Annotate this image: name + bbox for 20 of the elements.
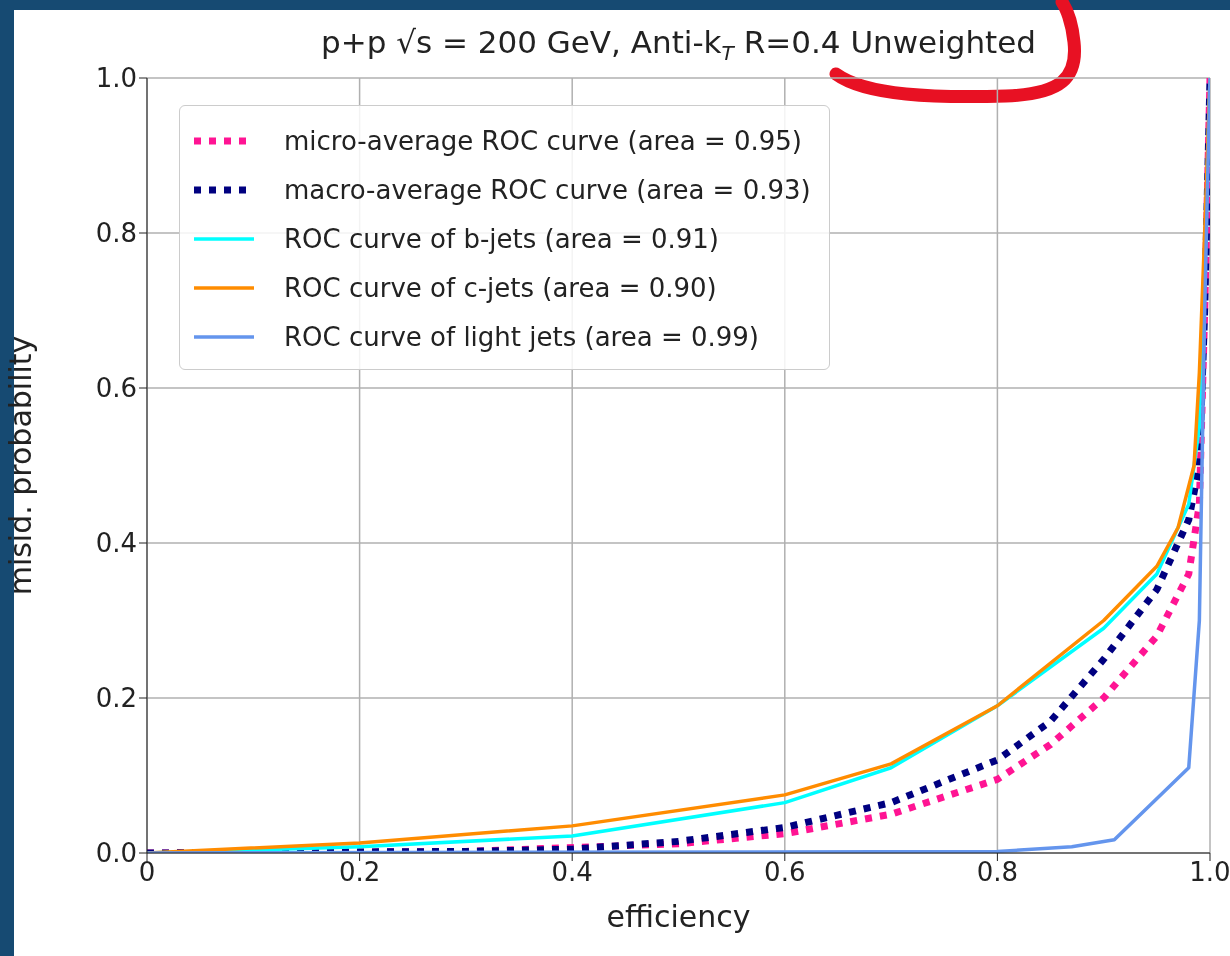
legend-label: ROC curve of b-jets (area = 0.91) bbox=[284, 223, 719, 254]
legend-label: micro-average ROC curve (area = 0.95) bbox=[284, 125, 802, 156]
legend-label: macro-average ROC curve (area = 0.93) bbox=[284, 174, 811, 205]
y-tick-label: 0.8 bbox=[95, 218, 137, 249]
y-tick-label: 0.4 bbox=[95, 528, 137, 559]
legend-label: ROC curve of light jets (area = 0.99) bbox=[284, 321, 759, 352]
y-tick-label: 0.0 bbox=[95, 838, 137, 869]
x-tick-label: 0.2 bbox=[338, 857, 381, 888]
y-tick-label: 1.0 bbox=[95, 63, 137, 94]
x-tick-label: 0.4 bbox=[551, 857, 593, 888]
x-axis-title: efficiency bbox=[606, 899, 751, 934]
y-tick-label: 0.2 bbox=[95, 683, 137, 714]
x-tick-label: 0 bbox=[138, 857, 156, 888]
chart-title: p+p √s = 200 GeV, Anti-k$_{T}$ R=0.4 Unweighted bbox=[320, 24, 1037, 66]
x-tick-label: 0.6 bbox=[764, 857, 806, 888]
legend-label: ROC curve of c-jets (area = 0.90) bbox=[284, 272, 717, 303]
y-axis-title: misid. probability bbox=[2, 335, 38, 596]
x-tick-label: 0.8 bbox=[976, 857, 1019, 888]
x-tick-label: 1.0 bbox=[1189, 857, 1230, 888]
y-tick-label: 0.6 bbox=[95, 373, 137, 404]
